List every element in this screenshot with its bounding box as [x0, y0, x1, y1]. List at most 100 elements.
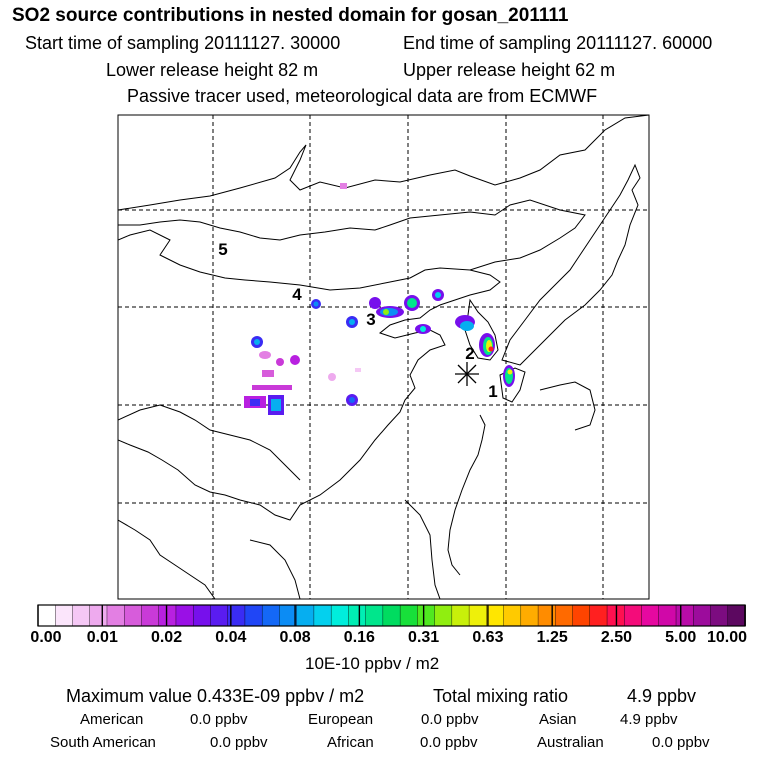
colorbar-cell — [106, 604, 126, 627]
colorbar-unit-label: 10E-10 ppbv / m2 — [305, 654, 440, 673]
patch — [340, 183, 347, 189]
colorbar-cell — [572, 604, 591, 627]
max-value-label: Maximum value 0.433E-09 ppbv / m2 — [66, 686, 365, 706]
colorbar-tick-label: 0.04 — [215, 629, 247, 646]
colorbar-cell — [261, 604, 281, 627]
region-value-european: 0.0 ppbv — [421, 711, 479, 728]
colorbar-cell — [158, 604, 177, 627]
colorbar-cell — [175, 604, 194, 627]
colorbar-cell — [434, 604, 453, 627]
colorbar-tick-label: 0.00 — [30, 629, 62, 646]
end-time-label: End time of sampling 20111127. 60000 — [403, 33, 713, 53]
patch — [369, 297, 381, 309]
colorbar-cell — [72, 604, 91, 627]
coastlines — [118, 115, 649, 599]
colorbar-cell — [192, 604, 212, 627]
map-panel: 12 3 4 5 — [117, 114, 650, 600]
region-value-australian: 0.0 ppbv — [652, 734, 710, 751]
patch — [349, 319, 355, 325]
colorbar-cell — [124, 604, 143, 627]
source-markers: 12 3 4 5 — [218, 240, 497, 401]
region-value-south-american: 0.0 ppbv — [210, 734, 268, 751]
patch — [328, 373, 336, 381]
source-marker-2: 2 — [465, 344, 474, 363]
colorbar-cell — [641, 604, 660, 627]
patch — [420, 326, 426, 332]
patch — [259, 351, 271, 359]
colorbar-tick-label: 2.50 — [600, 629, 633, 646]
patch — [460, 321, 474, 331]
patch — [435, 292, 441, 298]
colorbar-cell — [468, 604, 488, 627]
colorbar-cell — [693, 604, 712, 627]
colorbar-cell — [244, 604, 263, 627]
colorbar — [37, 604, 746, 627]
total-mixing-label: Total mixing ratio — [433, 686, 569, 706]
region-value-asian: 4.9 ppbv — [620, 711, 678, 728]
colorbar-tick-label: 10.00 — [706, 629, 748, 646]
colorbar-cell — [520, 604, 539, 627]
source-marker-4: 4 — [292, 285, 302, 304]
colorbar-cell — [37, 604, 57, 627]
patch — [407, 298, 417, 308]
colorbar-cell — [399, 604, 419, 627]
colorbar-cell — [727, 604, 746, 627]
colorbar-cell — [486, 604, 505, 627]
map-content — [118, 115, 649, 599]
colorbar-cell — [624, 604, 643, 627]
colorbar-cell — [365, 604, 384, 627]
map-frame — [117, 114, 650, 600]
patch — [383, 309, 389, 315]
colorbar-tick-label: 0.01 — [86, 629, 118, 646]
source-marker-5: 5 — [218, 240, 227, 259]
colorbar-cell — [503, 604, 522, 627]
patch — [290, 355, 300, 365]
start-time-label: Start time of sampling 20111127. 30000 — [25, 33, 341, 53]
source-marker-3: 3 — [366, 310, 375, 329]
colorbar-cell — [55, 604, 74, 627]
colorbar-tick-label: 0.16 — [343, 629, 375, 646]
colorbar-tick-label: 0.63 — [472, 629, 504, 646]
patch — [349, 397, 355, 403]
colorbar-cell — [555, 604, 574, 627]
region-value-american: 0.0 ppbv — [190, 711, 248, 728]
region-name-australian: Australian — [537, 734, 604, 751]
colorbar-cell — [141, 604, 160, 627]
colorbar-cell — [296, 604, 315, 627]
contribution-patches — [244, 183, 515, 415]
region-name-american: American — [80, 711, 144, 728]
colorbar-cell — [710, 604, 729, 627]
colorbar-cell — [89, 604, 108, 627]
colorbar-cell — [589, 604, 608, 627]
region-value-african: 0.0 ppbv — [420, 734, 478, 751]
patch — [262, 370, 274, 377]
patch — [313, 301, 319, 307]
patch — [252, 385, 292, 390]
colorbar-cell — [382, 604, 401, 627]
patch — [271, 399, 281, 411]
patch — [254, 339, 260, 345]
colorbar-cell — [417, 604, 436, 627]
colorbar-tick-label: 0.08 — [279, 629, 311, 646]
region-name-european: European — [308, 711, 374, 728]
colorbar-tick-label: 1.25 — [536, 629, 568, 646]
region-name-african: African — [327, 734, 374, 751]
colorbar-cell — [348, 604, 367, 627]
colorbar-cell — [210, 604, 229, 627]
colorbar-cell — [537, 604, 557, 627]
patch — [276, 358, 284, 366]
colorbar-cell — [313, 604, 332, 627]
colorbar-tick-label: 0.31 — [408, 629, 440, 646]
patch — [507, 369, 513, 375]
colorbar-cell — [330, 604, 350, 627]
colorbar-tick-label: 5.00 — [665, 629, 697, 646]
patch — [355, 368, 361, 372]
lower-release-label: Lower release height 82 m — [106, 60, 319, 80]
patch — [250, 399, 260, 406]
colorbar-tick-label: 0.02 — [150, 629, 183, 646]
receptor-star-icon — [455, 362, 479, 386]
region-name-south-american: South American — [50, 734, 156, 751]
source-marker-1: 1 — [488, 382, 497, 401]
upper-release-label: Upper release height 62 m — [403, 60, 616, 80]
region-name-asian: Asian — [539, 711, 577, 728]
